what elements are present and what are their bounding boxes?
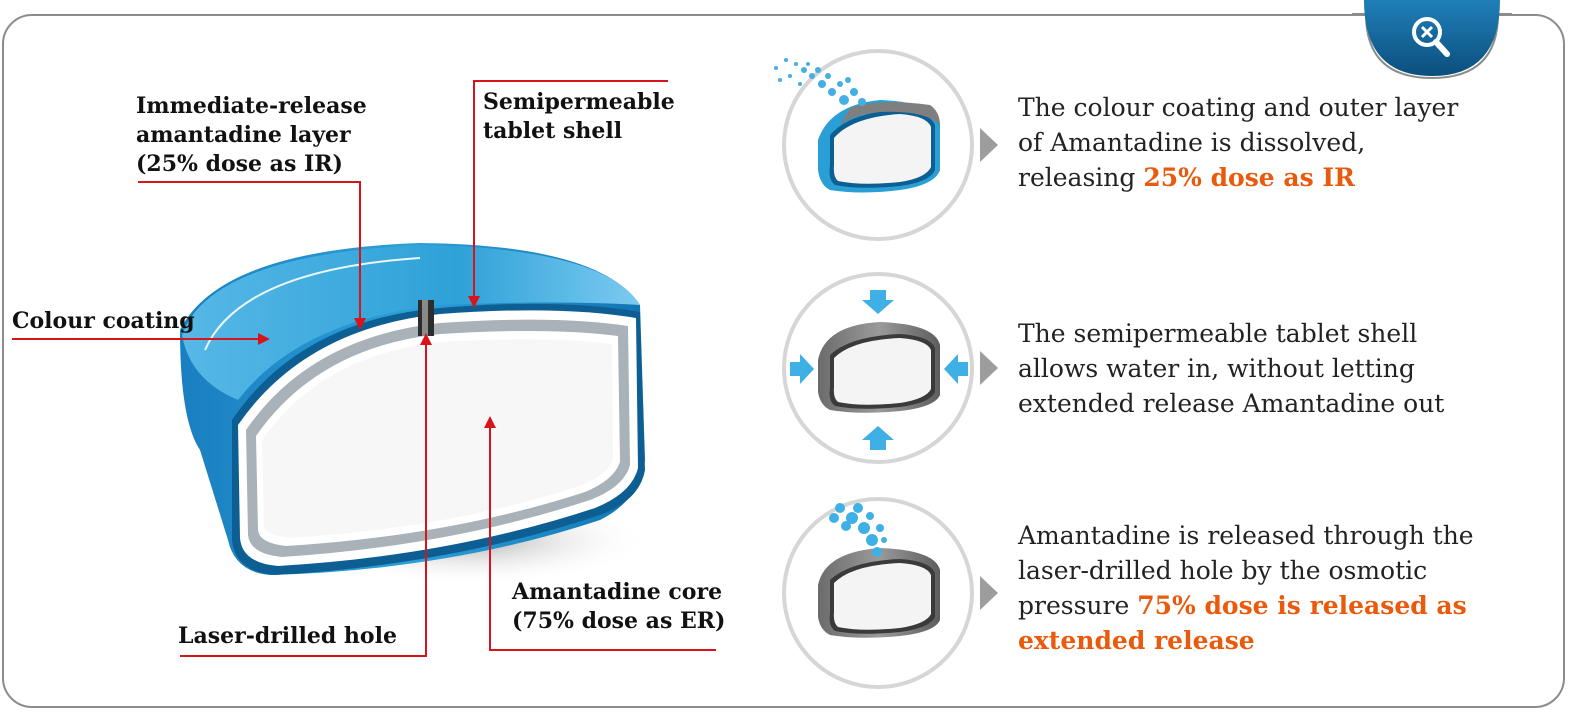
step1-line1: The colour coating and outer layer [1018, 93, 1459, 122]
coating-label: Colour coating [12, 308, 195, 334]
step1-illustration [774, 49, 974, 241]
callout-lines [12, 80, 716, 657]
chevron-right-icon [980, 128, 998, 162]
hole-label: Laser-drilled hole [178, 623, 397, 649]
zoom-tab[interactable] [1352, 0, 1512, 82]
step1-line2: of Amantadine is dissolved, [1018, 128, 1366, 157]
ir-layer-label-line1: Immediate-release [136, 93, 367, 119]
ir-layer-label: Immediate-release amantadine layer (25% … [136, 92, 367, 179]
step2-line3: extended release Amantadine out [1018, 389, 1445, 418]
shell-label-line1: Semipermeable [483, 89, 675, 115]
content-frame [2, 14, 1565, 708]
chevron-right-icon [980, 351, 998, 385]
tablet-top-coating [182, 245, 640, 400]
step2-illustration [782, 272, 974, 464]
step2-description: The semipermeable tablet shell allows wa… [1018, 316, 1444, 421]
shell-label: Semipermeable tablet shell [483, 88, 675, 146]
amantadine-core [262, 339, 613, 538]
step3-highlight-line2: extended release [1018, 626, 1255, 655]
step3-highlight: 75% dose is released as [1137, 591, 1467, 620]
core-label: Amantadine core (75% dose as ER) [512, 578, 725, 636]
ir-layer-label-line2: amantadine layer [136, 122, 351, 148]
step1-highlight: 25% dose as IR [1143, 163, 1355, 192]
step2-line2: allows water in, without letting [1018, 354, 1415, 383]
step1-description: The colour coating and outer layer of Am… [1018, 90, 1458, 195]
core-label-line1: Amantadine core [512, 579, 723, 605]
zoom-out-magnifier-icon[interactable] [1412, 17, 1450, 57]
step3-line1: Amantadine is released through the [1018, 521, 1474, 550]
step1-prefix: releasing [1018, 163, 1144, 192]
step3-prefix: pressure [1018, 591, 1138, 620]
step3-description: Amantadine is released through the laser… [1018, 518, 1474, 658]
step3-illustration [782, 497, 974, 689]
step2-line1: The semipermeable tablet shell [1018, 319, 1418, 348]
step3-line2: laser-drilled hole by the osmotic [1018, 556, 1428, 585]
core-label-line2: (75% dose as ER) [512, 608, 726, 634]
callout-arrowheads [258, 296, 496, 428]
shell-label-line2: tablet shell [483, 118, 623, 144]
chevron-right-icon [980, 576, 998, 610]
ir-layer-label-line3: (25% dose as IR) [136, 151, 343, 177]
